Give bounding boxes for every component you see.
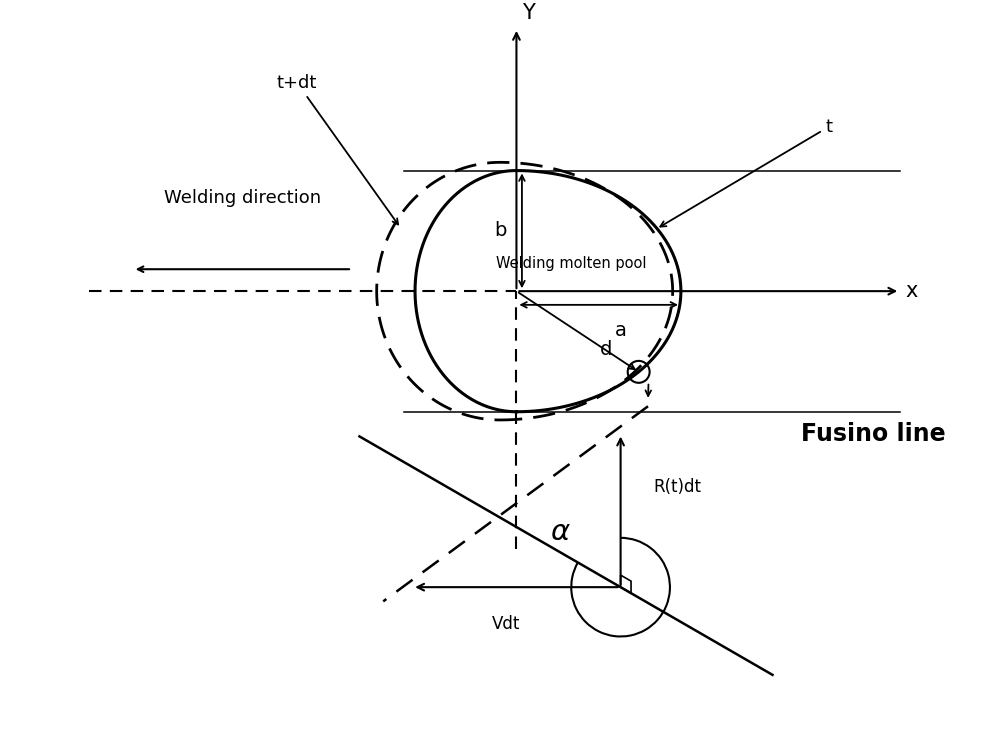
Text: b: b [494, 221, 507, 240]
Text: Vdt: Vdt [492, 614, 520, 633]
Text: t: t [660, 117, 832, 227]
Text: a: a [615, 322, 627, 340]
Text: t+dt: t+dt [277, 74, 398, 224]
Text: Y: Y [522, 2, 535, 23]
Text: x: x [906, 281, 918, 301]
Text: Welding molten pool: Welding molten pool [496, 256, 647, 271]
Text: Fusino line: Fusino line [801, 422, 946, 446]
Text: Welding direction: Welding direction [164, 189, 321, 207]
Text: $\alpha$: $\alpha$ [550, 518, 571, 547]
Text: R(t)dt: R(t)dt [653, 478, 701, 496]
Text: d: d [599, 340, 612, 358]
